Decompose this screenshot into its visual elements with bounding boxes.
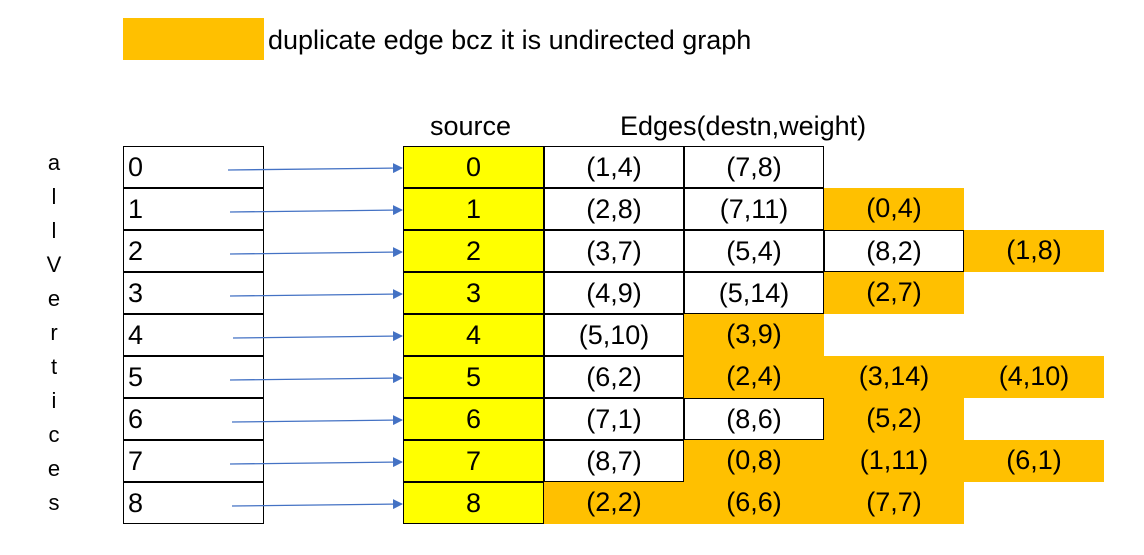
edge-cell: (7,11) [684,188,824,230]
side-label-letter: c [48,422,60,447]
vertex-cell: 5 [123,356,264,398]
pointer-arrow [229,247,403,258]
pointer-arrow [227,163,403,174]
vertex-cell: 7 [123,440,264,482]
pointer-arrow [231,415,403,426]
edge-cell: (5,10) [544,314,684,356]
source-cell: 2 [403,230,544,272]
legend-text: duplicate edge bcz it is undirected grap… [268,25,752,55]
edge-cell: (4,9) [544,272,684,314]
edge-cell: (8,2) [824,230,964,272]
edge-cell: (7,1) [544,398,684,440]
side-label-letter: t [50,354,58,379]
source-header: source [430,111,512,141]
edge-cell: (8,7) [544,440,684,482]
pointer-arrow [231,499,403,510]
source-cell: 0 [403,146,544,188]
vertex-cell: 0 [123,146,264,188]
legend-swatch [123,18,264,60]
duplicate-edge-cell: (5,2) [824,398,964,440]
duplicate-edge-cell: (1,11) [824,440,964,482]
edge-cell: (7,8) [684,146,824,188]
edge-cell: (2,8) [544,188,684,230]
vertex-cell: 8 [123,482,264,524]
side-label-letter: r [50,320,58,345]
duplicate-edge-cell: (6,6) [684,482,824,524]
pointer-arrow [229,457,403,468]
edge-cell: (5,4) [684,230,824,272]
vertex-cell: 4 [123,314,264,356]
side-label-letter: a [47,150,61,175]
side-label-letter: V [46,252,62,277]
duplicate-edge-cell: (7,7) [824,482,964,524]
duplicate-edge-cell: (0,4) [824,188,964,230]
vertex-cell: 3 [123,272,264,314]
edges-header: Edges(destn,weight) [620,111,867,141]
source-cell: 7 [403,440,544,482]
duplicate-edge-cell: (0,8) [684,440,824,482]
pointer-arrow [232,331,403,342]
side-label-letter: s [48,490,60,515]
source-cell: 8 [403,482,544,524]
pointer-arrow [229,373,403,384]
pointer-arrow [229,205,403,216]
vertex-cell: 2 [123,230,264,272]
vertex-cell: 6 [123,398,264,440]
edge-cell: (3,7) [544,230,684,272]
duplicate-edge-cell: (2,2) [544,482,684,524]
pointer-arrow [229,289,403,300]
edge-cell: (8,6) [684,398,824,440]
side-label-letter: e [47,456,61,481]
duplicate-edge-cell: (4,10) [964,356,1104,398]
source-cell: 4 [403,314,544,356]
side-label-letter: e [47,286,61,311]
edge-cell: (1,4) [544,146,684,188]
side-label-letter: l [51,218,57,243]
source-cell: 3 [403,272,544,314]
duplicate-edge-cell: (2,7) [824,272,964,314]
source-cell: 6 [403,398,544,440]
edge-cell: (6,2) [544,356,684,398]
duplicate-edge-cell: (3,14) [824,356,964,398]
duplicate-edge-cell: (1,8) [964,230,1104,272]
side-label-letter: l [51,184,57,209]
vertex-cell: 1 [123,188,264,230]
duplicate-edge-cell: (3,9) [684,314,824,356]
source-cell: 1 [403,188,544,230]
side-label-letter: i [51,388,57,413]
duplicate-edge-cell: (6,1) [964,440,1104,482]
duplicate-edge-cell: (2,4) [684,356,824,398]
source-cell: 5 [403,356,544,398]
edge-cell: (5,14) [684,272,824,314]
